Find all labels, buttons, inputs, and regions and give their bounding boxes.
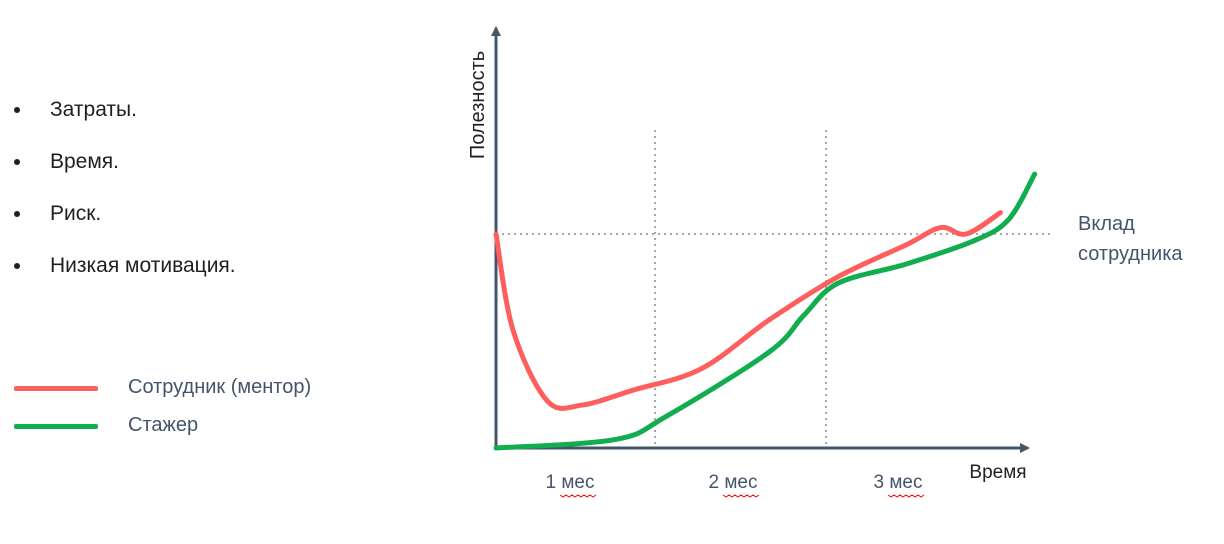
x-tick-label: 3 мес bbox=[874, 472, 923, 493]
legend-item-mentor: Сотрудник (ментор) bbox=[14, 372, 374, 410]
legend-label-intern: Стажер bbox=[128, 414, 199, 436]
bullet-text: Время. bbox=[50, 150, 120, 173]
spellcheck-underline bbox=[722, 494, 760, 498]
bullet-dot bbox=[14, 211, 20, 217]
series-line-mentor bbox=[493, 210, 1003, 411]
bullet-dot bbox=[14, 107, 20, 113]
grid-layer bbox=[496, 130, 1050, 448]
label-layer: Полезность Время 1 мес 2 мес 3 мес Вклад сотру… bbox=[467, 51, 1183, 498]
bullet-text: Низкая мотивация. bbox=[50, 254, 236, 277]
bullet-dot bbox=[14, 159, 20, 165]
x-tick-label: 2 мес bbox=[709, 472, 758, 493]
legend-swatch-intern bbox=[14, 424, 98, 429]
spellcheck-underline bbox=[559, 494, 597, 498]
x-axis-label: Время bbox=[969, 462, 1026, 483]
legend-swatch-mentor bbox=[14, 386, 98, 391]
legend-label-mentor: Сотрудник (ментор) bbox=[128, 376, 312, 398]
reference-label: Вклад сотрудника bbox=[1078, 213, 1183, 265]
chart-legend: Сотрудник (ментор) Стажер bbox=[14, 372, 374, 448]
bullet-text: Риск. bbox=[50, 202, 102, 225]
spellcheck-underline bbox=[887, 494, 925, 498]
x-tick-label: 1 мес bbox=[546, 472, 595, 493]
series-layer bbox=[493, 171, 1038, 451]
bullet-dot bbox=[14, 263, 20, 269]
bullet-text: Затраты. bbox=[50, 98, 137, 121]
y-axis-label: Полезность bbox=[467, 51, 489, 159]
series-line-intern bbox=[493, 171, 1038, 451]
axes-layer bbox=[491, 26, 1030, 453]
legend-item-intern: Стажер bbox=[14, 410, 374, 448]
